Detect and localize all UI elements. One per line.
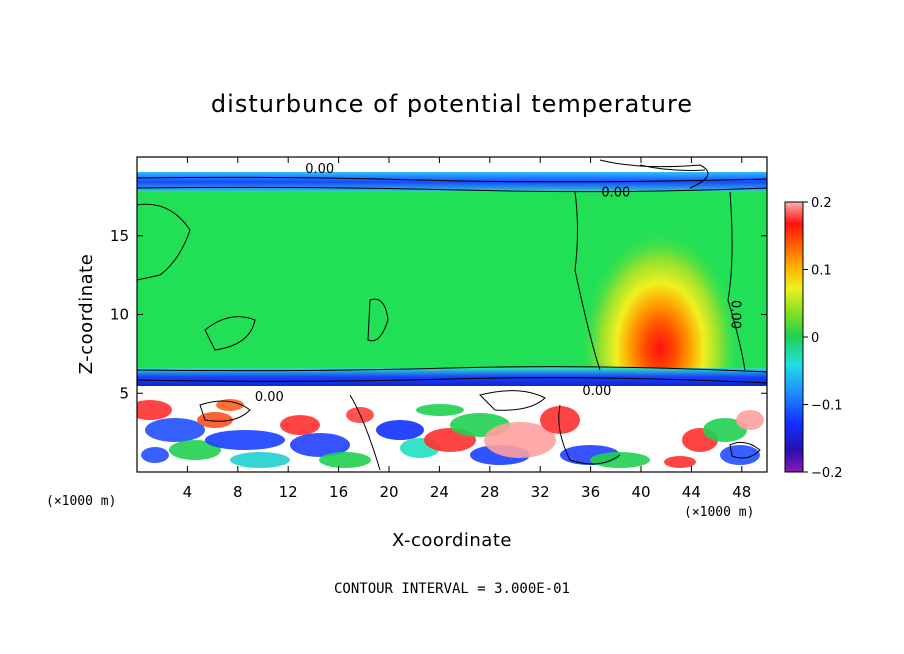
turbulence-patch — [484, 422, 556, 458]
turbulence-patch — [169, 440, 221, 460]
contour-line — [137, 203, 191, 281]
x-tick-label: 40 — [631, 483, 650, 501]
x-tick-label: 48 — [732, 483, 751, 501]
y-tick-label: 5 — [119, 384, 129, 402]
contour-line — [367, 298, 389, 342]
colorbar-tick-label: 0.2 — [811, 196, 832, 211]
turbulence-patch — [590, 452, 650, 468]
x-tick-label: 16 — [329, 483, 348, 501]
x-tick-label: 32 — [531, 483, 550, 501]
x-tick-label: 8 — [233, 483, 243, 501]
x-axis-label: X-coordinate — [392, 530, 512, 551]
contour-label: 0.00 — [305, 162, 334, 177]
turbulence-patch — [145, 418, 205, 442]
x-tick-label: 28 — [480, 483, 499, 501]
colorbar-gradient — [784, 201, 804, 473]
contour-interval-note: CONTOUR INTERVAL = 3.000E-01 — [334, 581, 570, 597]
lower-cold-band — [137, 368, 767, 388]
x-unit-left: (×1000 m) — [46, 494, 116, 509]
y-axis: 5 10 15 — [110, 227, 767, 402]
turbulence-patch — [137, 400, 172, 420]
turbulence-patch — [540, 406, 580, 434]
colorbar-tick-label: 0.1 — [811, 264, 832, 279]
plot-area: 0.00 0.00 0.00 0.00 0.00 — [137, 157, 767, 472]
contour-line — [137, 186, 767, 193]
turbulence-patch — [664, 456, 696, 468]
turbulence-patch — [280, 415, 320, 435]
contour-line — [639, 164, 706, 171]
x-tick-label: 4 — [183, 483, 193, 501]
contour-line — [199, 400, 251, 422]
contour-label: 0.00 — [728, 300, 743, 329]
turbulence-patch — [205, 430, 285, 450]
contour-line — [558, 404, 621, 465]
turbulence-patch — [141, 447, 169, 463]
turbulence-patch — [416, 404, 464, 416]
turbulence-patch — [216, 399, 244, 411]
contour-labels: 0.00 0.00 0.00 0.00 0.00 — [255, 162, 743, 405]
contour-line — [349, 394, 381, 471]
turbulence-patch — [319, 452, 371, 468]
contour-line — [204, 316, 256, 351]
colorbar-tick-label: −0.1 — [811, 399, 843, 414]
x-unit-right: (×1000 m) — [684, 505, 754, 520]
contour-lines — [137, 159, 767, 471]
turbulence-patch — [376, 420, 424, 440]
turbulence-patch — [720, 445, 760, 465]
y-tick-label: 10 — [110, 306, 129, 324]
boundary-white — [137, 386, 767, 398]
turbulence-patch — [736, 410, 764, 430]
x-tick-label: 20 — [379, 483, 398, 501]
turbulence-patch — [230, 452, 290, 468]
contour-label: 0.00 — [601, 185, 630, 200]
contour-line — [599, 159, 709, 189]
x-axis: 4 8 12 16 20 24 28 32 36 40 44 48 — [183, 157, 751, 501]
upper-cold-band — [137, 172, 767, 192]
contour-line — [729, 441, 761, 459]
colorbar: 0.2 0.1 0 −0.1 −0.2 — [784, 196, 843, 481]
contour-line — [137, 176, 767, 183]
contour-line — [137, 366, 767, 373]
colorbar-tick-label: −0.2 — [811, 466, 843, 481]
contour-line — [137, 377, 767, 384]
x-tick-label: 12 — [279, 483, 298, 501]
x-tick-label: 24 — [430, 483, 449, 501]
turbulence-patch — [703, 418, 747, 442]
contour-label: 0.00 — [582, 384, 611, 399]
colorbar-tick-label: 0 — [811, 331, 819, 346]
contour-line — [479, 390, 546, 411]
contour-line — [574, 191, 601, 371]
turbulence-patch — [290, 433, 350, 457]
x-tick-label: 36 — [581, 483, 600, 501]
turbulence-patch — [197, 412, 233, 428]
turbulent-patches — [137, 399, 764, 468]
x-tick-label: 44 — [682, 483, 701, 501]
contour-label: 0.00 — [255, 390, 284, 405]
colorbar-ticks: 0.2 0.1 0 −0.1 −0.2 — [803, 196, 843, 481]
y-axis-label: Z-coordinate — [76, 254, 97, 375]
chart-title: disturbunce of potential temperature — [211, 90, 693, 118]
contour-line — [727, 191, 746, 371]
y-tick-label: 15 — [110, 227, 129, 245]
upper-region — [137, 157, 767, 173]
